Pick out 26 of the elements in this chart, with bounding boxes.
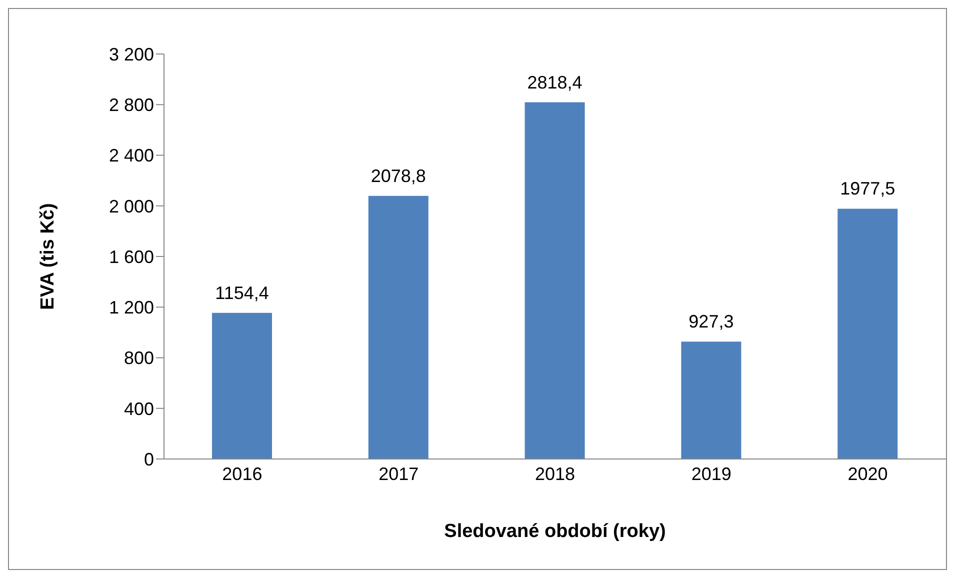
- y-tick-label: 2 000: [108, 196, 154, 216]
- bar: [524, 102, 585, 459]
- y-tick-label: 1 600: [108, 246, 154, 267]
- y-tick-label: 2 400: [108, 146, 154, 166]
- x-tick-label: 2018: [534, 464, 576, 484]
- bar: [368, 196, 428, 459]
- data-label: 1977,5: [840, 178, 896, 199]
- data-label: 2818,4: [527, 72, 582, 92]
- y-axis-title: EVA (tis Kč): [38, 203, 59, 310]
- bar: [838, 208, 898, 459]
- y-tick-label: 0: [144, 449, 154, 470]
- x-tick-label: 2020: [848, 464, 888, 484]
- y-tick-label: 2 800: [108, 95, 154, 116]
- x-tick-label: 2017: [378, 464, 419, 484]
- data-label: 2078,8: [370, 166, 426, 186]
- x-tick-label: 2016: [222, 464, 262, 484]
- x-axis-title: Sledované období (roky): [444, 521, 666, 542]
- y-tick-label: 400: [124, 398, 154, 419]
- data-label: 1154,4: [215, 282, 269, 303]
- bar: [681, 342, 742, 459]
- bar: [212, 312, 272, 459]
- x-tick-label: 2019: [691, 464, 732, 484]
- y-tick-label: 800: [124, 348, 154, 368]
- data-label: 927,3: [688, 312, 734, 332]
- y-tick-label: 3 200: [108, 44, 154, 64]
- y-tick-label: 1 200: [108, 298, 154, 318]
